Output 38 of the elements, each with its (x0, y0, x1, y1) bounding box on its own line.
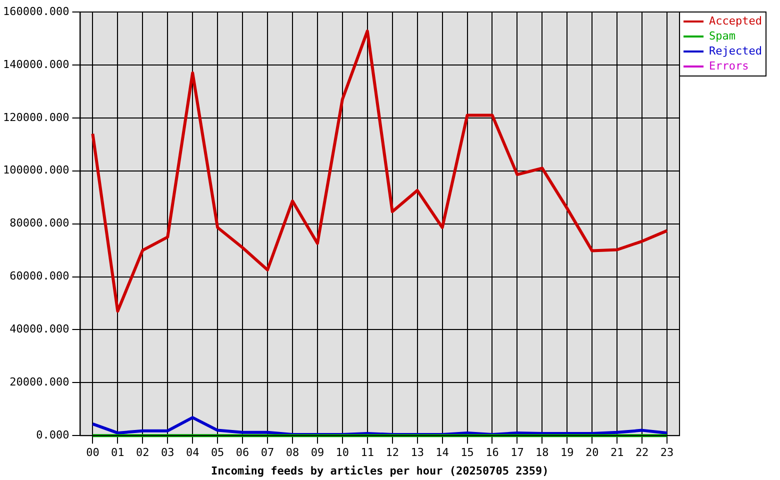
x-tick-label: 17 (510, 446, 524, 460)
x-tick-label: 15 (460, 446, 474, 460)
x-tick-label: 00 (86, 446, 100, 460)
x-tick-label: 22 (635, 446, 649, 460)
x-tick-label: 12 (386, 446, 399, 460)
y-tick-label: 60000.000 (10, 270, 70, 283)
x-tick-label: 09 (310, 446, 324, 460)
x-tick-label: 20 (585, 446, 599, 460)
y-tick-label: 140000.000 (2, 58, 70, 71)
legend-label: Rejected (709, 44, 762, 58)
y-tick-label: 80000.000 (10, 216, 70, 230)
x-tick-label: 01 (111, 446, 124, 460)
x-tick-label: 23 (660, 446, 674, 460)
y-tick-label: 100000.000 (2, 164, 70, 177)
x-tick-label: 14 (436, 446, 450, 460)
y-tick-label: 120000.000 (2, 110, 70, 124)
x-tick-label: 19 (560, 446, 574, 460)
x-tick-label: 13 (410, 446, 424, 460)
y-tick-label: 160000.000 (2, 4, 70, 18)
x-tick-label: 07 (260, 446, 274, 460)
y-tick-label: 40000.000 (10, 322, 70, 336)
y-tick-label: 20000.000 (10, 376, 70, 389)
x-tick-label: 16 (486, 446, 499, 460)
x-tick-label: 21 (610, 446, 624, 460)
x-tick-label: 05 (210, 446, 224, 460)
x-tick-label: 11 (360, 446, 374, 460)
x-tick-label: 18 (536, 446, 549, 460)
x-tick-label: 06 (236, 446, 250, 460)
y-tick-label: 0.000 (36, 428, 70, 442)
legend-label: Errors (709, 59, 749, 72)
legend-label: Accepted (709, 14, 762, 28)
x-tick-label: 04 (186, 446, 200, 460)
x-tick-label: 02 (136, 446, 150, 460)
x-axis-title: Incoming feeds by articles per hour (20250705 2359) (210, 464, 549, 478)
x-tick-label: 08 (286, 446, 300, 460)
x-tick-label: 10 (336, 446, 350, 460)
legend-label: Spam (709, 29, 736, 42)
x-tick-label: 03 (161, 446, 174, 460)
